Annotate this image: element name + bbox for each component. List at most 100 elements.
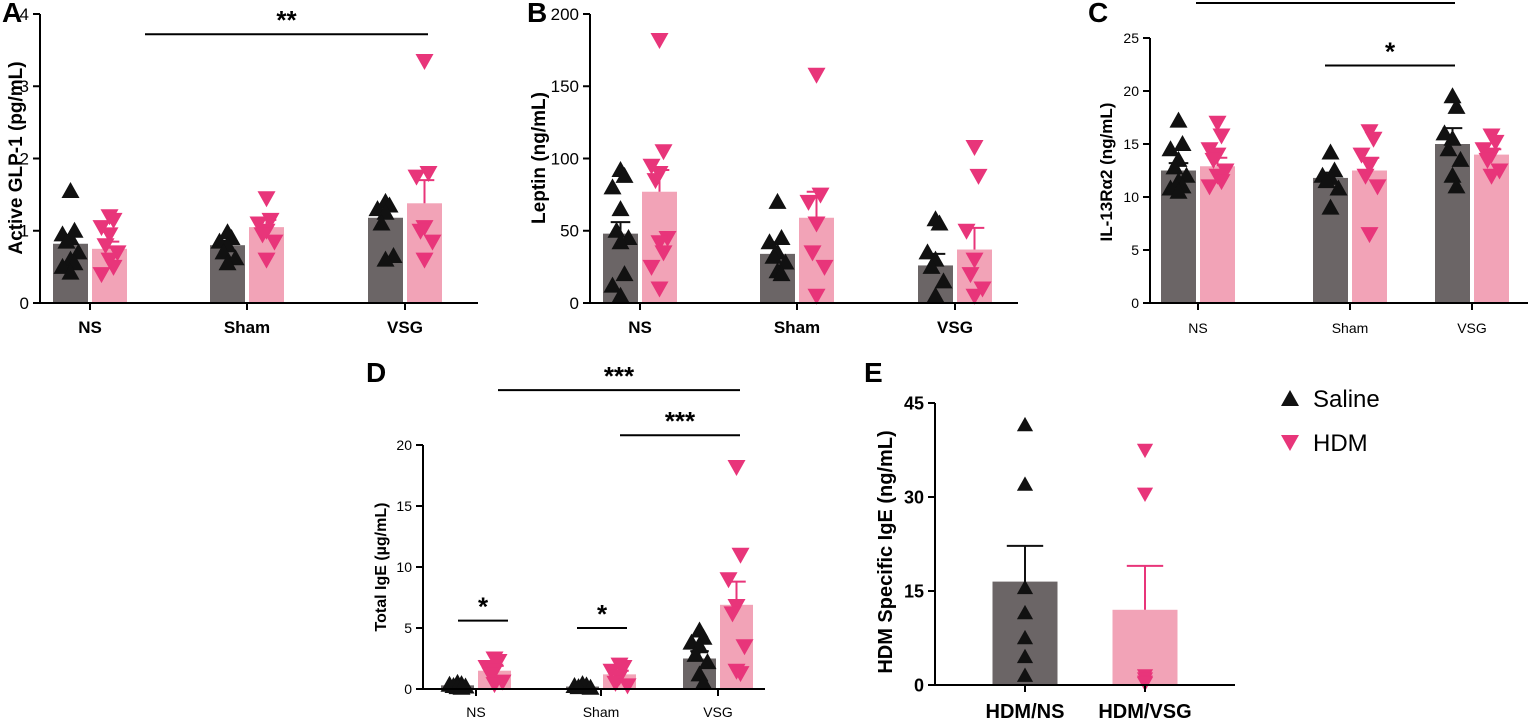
panel-e-ylabel: HDM Specific IgE (ng/mL) [875, 430, 897, 673]
panel-d-ylabel: Total IgE (µg/mL) [373, 503, 390, 632]
significance-label: *** [665, 406, 696, 436]
y-tick-label: 0 [914, 675, 924, 695]
y-tick-label: 1 [20, 222, 29, 241]
legend-saline-marker [1281, 390, 1299, 406]
legend-hdm-label: HDM [1313, 430, 1368, 457]
data-point-saline [61, 182, 80, 199]
y-tick-label: 10 [1123, 189, 1139, 205]
data-point-hdm [654, 144, 673, 161]
y-tick-label: 0 [570, 294, 579, 313]
y-tick-label: 15 [904, 581, 924, 601]
x-tick-label: VSG [703, 704, 733, 720]
data-point-hdm [646, 173, 665, 190]
data-point-saline [1016, 416, 1034, 432]
data-point-hdm [957, 223, 976, 240]
legend-hdm-marker [1281, 435, 1299, 451]
data-point-saline [607, 221, 626, 238]
significance-label: * [1385, 37, 1396, 67]
panel-a-ylabel: Active GLP-1 (pg/mL) [6, 61, 27, 254]
y-tick-label: 5 [404, 620, 412, 636]
panel-c-ylabel: IL-13Rα2 (ng/mL) [1097, 103, 1116, 242]
data-point-saline [772, 228, 791, 245]
significance-label: * [1320, 0, 1331, 4]
y-tick-label: 0 [1131, 295, 1139, 311]
panel-a-plot: NS Sham VSG 0 1 2 3 4 ** [20, 5, 478, 337]
panel-b: B Leptin (ng/mL) NS Sham VSG 0 50 100 150 200 [527, 0, 1018, 337]
x-tick-label: VSG [937, 318, 973, 337]
panel-c-plot: NS Sham VSG 0 5 10 15 20 25 * * [1123, 0, 1528, 336]
data-point-hdm [799, 194, 818, 211]
significance-label: *** [604, 361, 635, 391]
x-tick-label: HDM/VSG [1098, 701, 1191, 723]
data-point-saline [1169, 111, 1188, 128]
panel-b-letter: B [527, 0, 547, 28]
data-point-saline [1321, 143, 1340, 160]
y-tick-label: 50 [560, 222, 579, 241]
panel-b-plot: NS Sham VSG 0 50 100 150 200 [551, 5, 1018, 337]
panel-e-letter: E [864, 357, 883, 388]
data-point-hdm [1136, 487, 1154, 502]
y-tick-label: 2 [20, 149, 29, 168]
y-tick-label: 150 [551, 77, 579, 96]
data-point-hdm [807, 67, 826, 84]
x-tick-label: NS [78, 318, 102, 337]
x-tick-label: NS [1188, 320, 1207, 336]
panel-e-plot: HDM/NS HDM/VSG 0 15 30 45 [904, 393, 1235, 723]
y-tick-label: 200 [551, 5, 579, 24]
data-point-hdm [257, 191, 276, 208]
significance-label: * [597, 599, 608, 629]
x-tick-label: Sham [224, 318, 270, 337]
y-tick-label: 0 [404, 681, 412, 697]
x-tick-label: VSG [1457, 320, 1487, 336]
x-tick-label: Sham [583, 704, 620, 720]
x-tick-label: VSG [387, 318, 423, 337]
panel-b-ylabel: Leptin (ng/mL) [529, 92, 550, 224]
panel-c: C IL-13Rα2 (ng/mL) NS Sham VSG 0 5 10 15 20 25 * * [1088, 0, 1528, 336]
x-tick-label: HDM/NS [986, 701, 1065, 723]
x-tick-label: NS [628, 318, 652, 337]
x-tick-label: Sham [1332, 320, 1369, 336]
y-tick-label: 10 [396, 559, 412, 575]
data-point-hdm [1212, 128, 1231, 145]
data-point-hdm [969, 168, 988, 185]
y-tick-label: 20 [1123, 83, 1139, 99]
data-point-saline [1443, 87, 1462, 104]
panel-d: D Total IgE (µg/mL) NS Sham VSG05101520***… [366, 357, 765, 720]
significance-label: * [478, 592, 489, 622]
data-point-hdm [965, 139, 984, 156]
y-tick-label: 0 [20, 294, 29, 313]
panel-c-letter: C [1088, 0, 1108, 28]
legend: Saline HDM [1281, 386, 1380, 457]
y-tick-label: 4 [20, 5, 29, 24]
significance-label: ** [276, 5, 297, 35]
data-point-saline [768, 192, 787, 209]
y-tick-label: 45 [904, 393, 924, 413]
panel-d-letter: D [366, 357, 386, 388]
data-point-hdm [731, 547, 750, 564]
panel-a: A Active GLP-1 (pg/mL) NS Sham VSG 0 1 2 3 4 ** [2, 0, 478, 337]
data-point-hdm [415, 53, 434, 70]
y-tick-label: 3 [20, 77, 29, 96]
panel-a-letter: A [2, 0, 22, 28]
y-tick-label: 100 [551, 149, 579, 168]
y-tick-label: 30 [904, 487, 924, 507]
bar-ns-hdm [1200, 166, 1235, 303]
y-tick-label: 5 [1131, 242, 1139, 258]
data-point-hdm [1364, 131, 1383, 148]
data-point-hdm [1136, 443, 1154, 459]
y-tick-label: 15 [1123, 136, 1139, 152]
data-point-saline [1016, 476, 1034, 491]
legend-saline-label: Saline [1313, 386, 1380, 413]
bar-sham-saline [1313, 177, 1348, 303]
data-point-saline [611, 200, 630, 217]
data-point-saline [1173, 135, 1192, 151]
data-point-hdm [727, 459, 746, 476]
y-tick-label: 25 [1123, 30, 1139, 46]
y-tick-label: 20 [396, 437, 412, 453]
x-tick-label: Sham [774, 318, 820, 337]
data-point-hdm [650, 33, 669, 50]
data-point-hdm [407, 169, 426, 186]
panel-e: E HDM Specific IgE (ng/mL) HDM/NS HDM/VSG… [864, 357, 1235, 723]
